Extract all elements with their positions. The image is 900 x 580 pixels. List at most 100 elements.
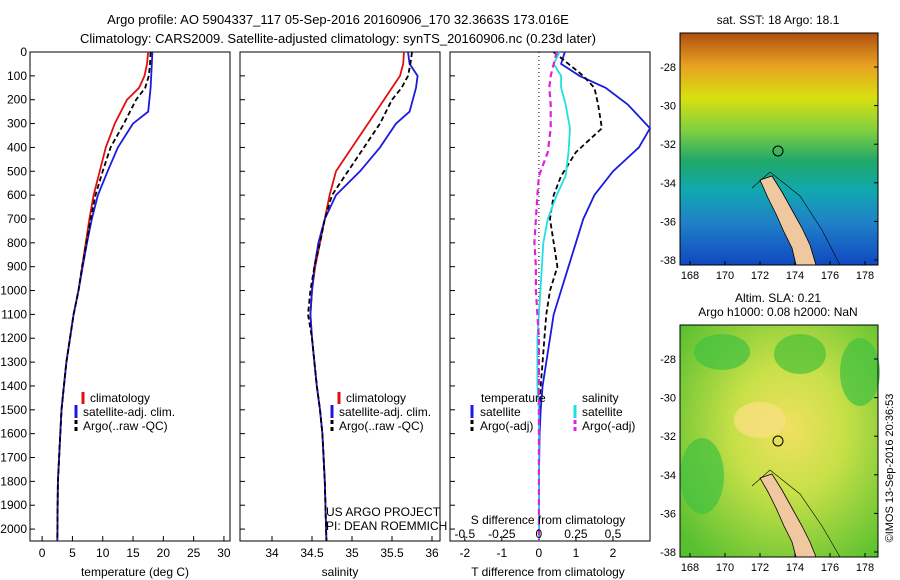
x-tick-label: 35 [345,546,359,560]
series-line-1 [538,51,603,541]
imos-stamp: ©IMOS 13-Sep-2016 20:36:53 [884,394,896,543]
x-tick-label: 30 [217,546,231,560]
y-tick-label: 1400 [0,379,27,393]
header-line1: Argo profile: AO 5904337_117 05-Sep-2016… [107,12,569,27]
legend-header-temperature: temperature [481,391,546,405]
map-y-tick-label: -32 [660,139,676,151]
map-y-tick-label: -28 [660,62,676,74]
y-tick-label: 700 [7,212,27,226]
x-tick-label: -1 [497,546,508,560]
temperature-legend: climatology satellite-adj. clim. Argo(..… [74,391,175,433]
y-tick-label: 800 [7,236,27,250]
y-tick-label: 900 [7,260,27,274]
temperature-panel: 0 5 10 15 20 25 300100200300400500600700800900… [0,45,231,560]
legend-label: Argo(..raw -QC) [339,419,424,433]
x-tick-label: 15 [126,546,140,560]
sst-field [680,33,878,265]
x-tick-label: 2 [610,546,617,560]
y-tick-label: 200 [7,93,27,107]
map-x-tick-label: 170 [716,270,734,282]
y-tick-label: 1500 [0,403,27,417]
map-x-tick-label: 172 [751,562,769,574]
series-line-2 [536,51,571,541]
map-y-tick-label: -34 [660,470,676,482]
map-y-tick-label: -30 [660,393,676,405]
sla-patch [734,402,786,438]
sla-map-ticks: 168 170 172 174 176 178 -28 -30 -32 -34 -36 -38 [660,354,878,574]
map-y-tick-label: -36 [660,508,676,520]
pi-label: PI: DEAN ROEMMICH [326,519,447,533]
x-tick-label: 36 [425,546,439,560]
y-tick-label: 400 [7,140,27,154]
sla-map [679,324,880,558]
sla-patch [840,338,880,406]
difference-legend: temperature salinity satellite Argo(-adj… [470,391,635,433]
temperature-axes [29,51,231,542]
map-x-tick-label: 174 [786,562,804,574]
y-tick-label: 1900 [0,498,27,512]
series-line-1 [309,51,419,542]
map-y-tick-label: -38 [660,547,676,559]
legend-label: satellite-adj. clim. [339,405,431,419]
map-x-tick-label: 176 [821,562,839,574]
legend-label: climatology [346,391,406,405]
y-tick-label: 500 [7,164,27,178]
s-tick-label: 0.25 [564,527,588,541]
series-line-2 [307,51,413,542]
project-label: US ARGO PROJECT [326,505,441,519]
map-y-tick-label: -34 [660,178,676,190]
y-tick-label: 300 [7,117,27,131]
s-tick-label: -0.5 [454,527,475,541]
legend-label: satellite [480,405,521,419]
map-x-tick-label: 168 [681,562,699,574]
sst-map-frame [679,32,879,266]
series-line-2 [56,51,152,542]
map-y-tick-label: -32 [660,431,676,443]
legend-label: Argo(-adj) [480,419,533,433]
x-tick-label: 1 [573,546,580,560]
legend-label: Argo(-adj) [582,419,635,433]
map-y-tick-label: -30 [660,101,676,113]
y-tick-label: 1100 [1,307,27,321]
s-tick-label: 0 [536,527,543,541]
salinity-xlabel: salinity [322,565,359,579]
sst-map-title: sat. SST: 18 Argo: 18.1 [717,13,840,27]
x-tick-label: 20 [157,546,171,560]
y-tick-label: 1600 [0,427,27,441]
y-tick-label: 1200 [0,331,27,345]
difference-panel: -2 -1 0 1 2 -0.5 -0.25 0 0.25 0.5 [450,51,652,560]
x-tick-label: 0 [39,546,46,560]
y-tick-label: 2000 [0,522,27,536]
x-tick-label: 10 [96,546,110,560]
x-tick-label: 34.5 [300,546,324,560]
x-tick-label: 0 [536,546,543,560]
map-x-tick-label: 178 [856,270,874,282]
map-x-tick-label: 176 [821,270,839,282]
legend-label: climatology [90,391,150,405]
x-tick-label: 35.5 [380,546,404,560]
salinity-axes [239,51,441,542]
difference-axes [449,51,651,542]
map-y-tick-label: -28 [660,354,676,366]
header-line2: Climatology: CARS2009. Satellite-adjuste… [80,31,596,46]
s-tick-label: -0.25 [488,527,516,541]
y-tick-label: 100 [7,69,27,83]
sla-shelf-contour [751,469,841,558]
salinity-panel: 34 34.5 35 35.5 36 [240,51,439,560]
x-tick-label: 25 [187,546,201,560]
map-x-tick-label: 172 [751,270,769,282]
sst-shelf-contour [751,171,841,266]
sst-map [679,32,879,266]
y-tick-label: 1000 [0,284,27,298]
map-x-tick-label: 168 [681,270,699,282]
sla-patch [774,334,826,374]
x-tick-label: 5 [69,546,76,560]
x-tick-label: 34 [265,546,279,560]
y-tick-label: 1800 [0,474,27,488]
legend-header-salinity: salinity [582,391,619,405]
series-line-3 [533,51,558,541]
map-x-tick-label: 174 [786,270,804,282]
sla-patch [680,438,724,514]
salinity-legend: climatology satellite-adj. clim. Argo(..… [326,391,447,533]
